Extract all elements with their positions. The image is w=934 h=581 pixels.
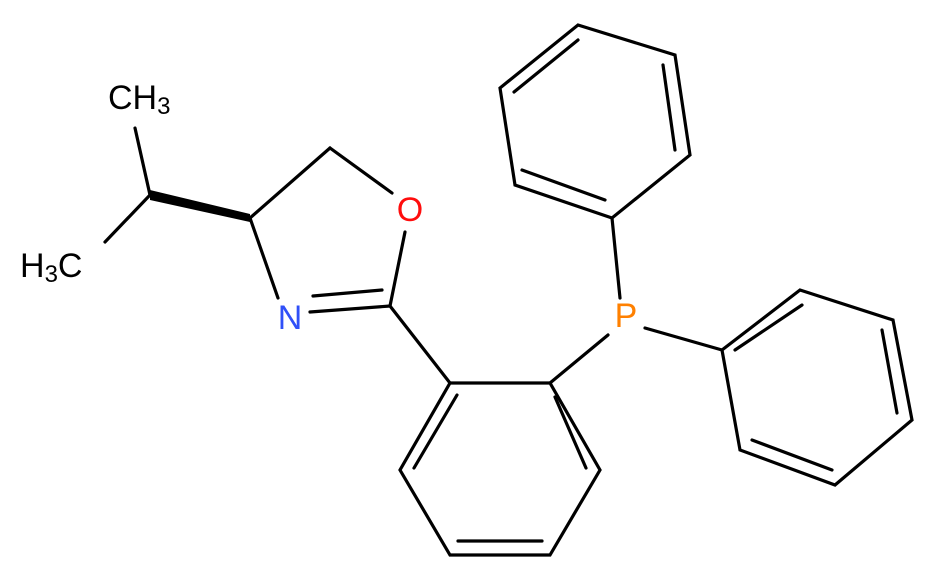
atom-label: H3C xyxy=(20,247,82,288)
bond xyxy=(643,326,724,352)
bond xyxy=(610,216,622,300)
ring xyxy=(498,23,692,220)
bond xyxy=(248,216,280,300)
bond xyxy=(328,146,394,195)
bond xyxy=(311,288,384,298)
bond xyxy=(880,328,899,415)
bond xyxy=(548,333,610,385)
bonds xyxy=(103,23,914,557)
bond xyxy=(733,303,804,352)
bond xyxy=(512,38,580,94)
ring xyxy=(398,381,602,557)
atom-subscript: 3 xyxy=(45,261,58,288)
bond xyxy=(308,304,392,314)
atom-label: P xyxy=(615,297,638,335)
wedge-bond xyxy=(150,190,250,222)
bond xyxy=(103,193,152,244)
bond xyxy=(388,304,452,385)
atom-subscript: 3 xyxy=(157,93,170,120)
atom-label: CH3 xyxy=(108,79,170,120)
bond xyxy=(520,168,607,202)
bond xyxy=(661,63,677,152)
bond xyxy=(133,126,152,197)
bond xyxy=(412,393,459,470)
bond xyxy=(388,230,407,308)
ring xyxy=(720,288,914,487)
atom-label: N xyxy=(278,299,303,337)
bond xyxy=(750,438,834,472)
atom-label: O xyxy=(397,191,423,229)
bond xyxy=(553,395,588,470)
atom-text: H xyxy=(20,247,45,285)
bond xyxy=(248,146,332,220)
atom-text: C xyxy=(58,247,83,285)
atom-text: CH xyxy=(108,79,157,117)
